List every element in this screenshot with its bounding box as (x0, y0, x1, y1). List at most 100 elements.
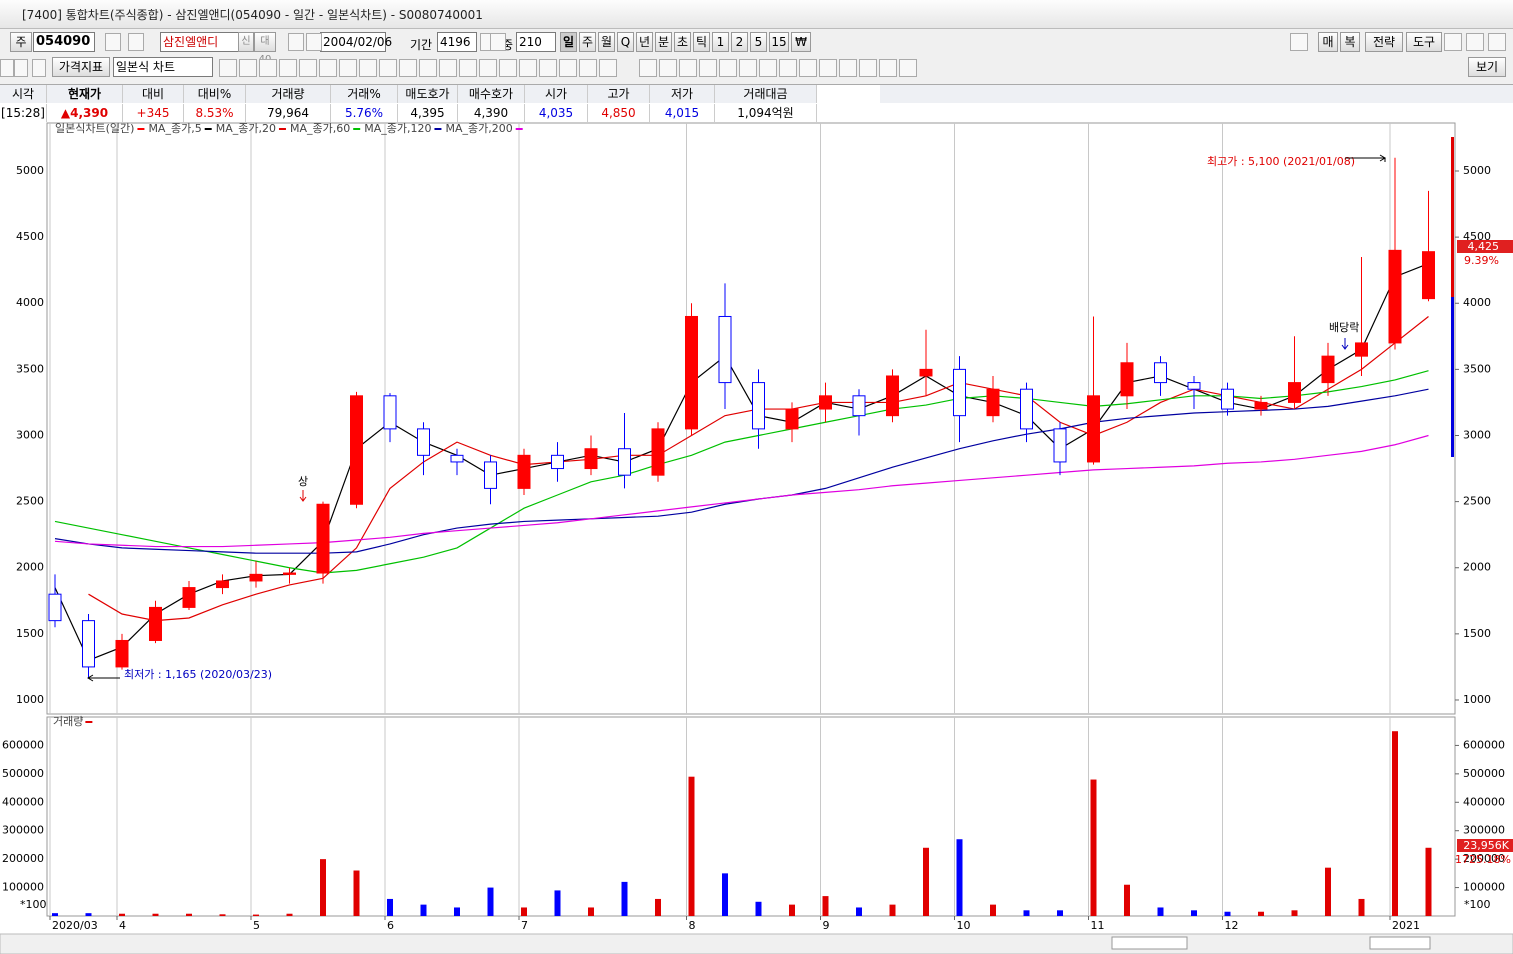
icon[interactable] (359, 59, 377, 77)
icon[interactable] (819, 59, 837, 77)
legend-item: MA_종가,60 (290, 122, 350, 135)
period-button[interactable]: 분 (655, 32, 672, 52)
last-volume-label: 23,956K (1463, 839, 1509, 852)
x-tick-label: 6 (387, 919, 394, 932)
y-tick-label: 1500 (1463, 627, 1491, 640)
view-button[interactable]: 보기 (1468, 57, 1506, 77)
quote-value: 4,390 (458, 104, 525, 122)
icon[interactable] (559, 59, 577, 77)
name-input[interactable]: 삼진엘앤디 (160, 32, 240, 52)
icon[interactable] (439, 59, 457, 77)
quote-header: 대비 (123, 85, 184, 103)
volume-bar (152, 913, 159, 916)
right-button[interactable]: 복 (1340, 32, 1360, 52)
small-icon[interactable] (306, 33, 322, 51)
volume-bar (454, 907, 460, 916)
y-tick-label: 2500 (1463, 495, 1491, 508)
y-tick-label: 4500 (16, 230, 44, 243)
period-button[interactable]: 초 (674, 32, 691, 52)
icon[interactable] (459, 59, 477, 77)
icon[interactable] (879, 59, 897, 77)
period-button[interactable]: 월 (598, 32, 615, 52)
icon[interactable] (299, 59, 317, 77)
icon[interactable] (0, 59, 14, 77)
candle-body (651, 428, 665, 476)
period-button[interactable]: 2 (731, 32, 748, 52)
right-button[interactable]: 도구 (1406, 32, 1442, 52)
icon[interactable] (679, 59, 697, 77)
indicator-button[interactable]: 가격지표 (52, 57, 110, 77)
icon[interactable] (499, 59, 517, 77)
icon[interactable] (519, 59, 537, 77)
icon[interactable] (219, 59, 237, 77)
icon[interactable] (639, 59, 657, 77)
icon[interactable] (319, 59, 337, 77)
icon[interactable] (379, 59, 397, 77)
icon[interactable] (399, 59, 417, 77)
icon[interactable] (579, 59, 597, 77)
icon[interactable] (739, 59, 757, 77)
volume-bar (1291, 910, 1298, 916)
code-label[interactable]: 주 (10, 32, 32, 52)
icon[interactable] (799, 59, 817, 77)
icon[interactable] (759, 59, 777, 77)
period-button[interactable]: 1 (712, 32, 729, 52)
period-button[interactable]: ₩ (791, 32, 811, 52)
tool-icon[interactable] (1290, 33, 1308, 51)
icon[interactable] (239, 59, 257, 77)
count-input[interactable]: 210 (516, 32, 556, 52)
price-plot-frame (46, 122, 1456, 715)
candle-body (350, 395, 363, 505)
tool-icon[interactable] (1466, 33, 1484, 51)
volume-bar (1157, 907, 1164, 916)
icon[interactable] (279, 59, 297, 77)
period-button[interactable]: 일 (560, 32, 577, 52)
candle-body (1388, 249, 1402, 344)
count-label: 중 (502, 38, 514, 52)
icon[interactable] (14, 59, 28, 77)
icon[interactable] (539, 59, 557, 77)
period-button[interactable]: Q (617, 32, 634, 52)
tool-icon[interactable] (1488, 33, 1506, 51)
period-input[interactable]: 4196 (437, 32, 477, 52)
period-button[interactable]: 년 (636, 32, 653, 52)
icon[interactable] (32, 59, 46, 77)
period-button[interactable]: 주 (579, 32, 596, 52)
legend-swatch (353, 128, 361, 130)
icon[interactable] (259, 59, 277, 77)
x-tick-label: 12 (1225, 919, 1239, 932)
icon[interactable] (599, 59, 617, 77)
icon[interactable] (659, 59, 677, 77)
icon[interactable] (839, 59, 857, 77)
candle-body (1087, 395, 1100, 463)
right-button[interactable]: 전략 (1365, 32, 1403, 52)
tool-icon[interactable] (1444, 33, 1462, 51)
x-tick-label: 2021 (1392, 919, 1420, 932)
icon[interactable] (699, 59, 717, 77)
small-icon[interactable] (128, 33, 144, 51)
icon[interactable] (339, 59, 357, 77)
code-input[interactable]: 054090 (33, 32, 95, 52)
icon[interactable] (719, 59, 737, 77)
icon[interactable] (779, 59, 797, 77)
zoom-slider (1369, 936, 1431, 950)
right-button[interactable]: 매 (1318, 32, 1338, 52)
icon[interactable] (859, 59, 877, 77)
candle-body (685, 315, 698, 430)
small-icon[interactable] (288, 33, 304, 51)
chart-style-select[interactable]: 일본식 차트 (113, 57, 213, 77)
icon[interactable] (479, 59, 497, 77)
period-button[interactable]: 틱 (693, 32, 710, 52)
volume-bar (420, 904, 427, 916)
period-button[interactable]: 5 (750, 32, 767, 52)
moving-average-line (54, 434, 1429, 548)
candle-body (1288, 382, 1301, 403)
icon[interactable] (899, 59, 917, 77)
date-input[interactable]: 2004/02/06 (320, 32, 392, 52)
period-button[interactable]: 15 (769, 32, 789, 52)
candle-body (417, 428, 430, 456)
icon[interactable] (419, 59, 437, 77)
small-icon[interactable] (105, 33, 121, 51)
small-icon[interactable] (490, 33, 506, 51)
